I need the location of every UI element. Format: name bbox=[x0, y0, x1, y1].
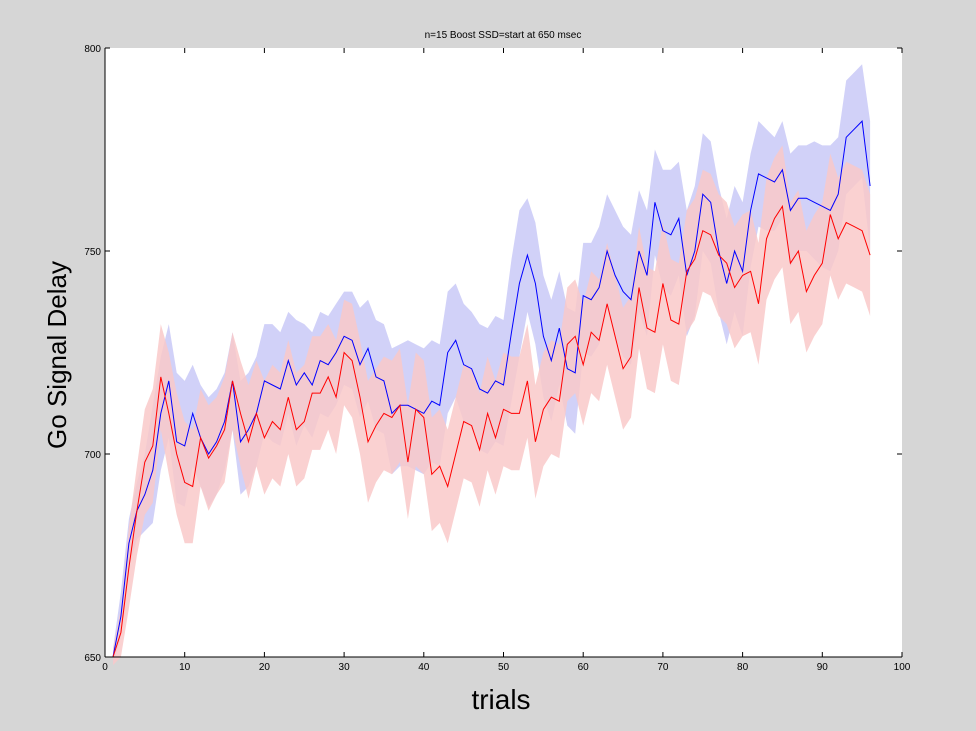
y-tick-label: 700 bbox=[84, 450, 101, 461]
y-tick-label: 650 bbox=[84, 653, 101, 664]
y-tick-label: 750 bbox=[84, 247, 101, 258]
x-tick-label: 20 bbox=[259, 662, 271, 673]
x-tick-label: 50 bbox=[498, 662, 510, 673]
x-tick-label: 10 bbox=[179, 662, 191, 673]
series-0-band bbox=[113, 64, 871, 666]
series-lines bbox=[112, 120, 871, 658]
x-tick-label: 100 bbox=[894, 662, 911, 673]
y-ticks: 650 700 750 800 bbox=[84, 44, 902, 664]
series-0-line bbox=[112, 120, 871, 658]
x-ticks: 0 10 20 30 40 50 60 70 80 90 100 bbox=[102, 48, 911, 673]
x-axis-label: trials bbox=[471, 684, 530, 715]
x-tick-label: 30 bbox=[339, 662, 351, 673]
x-tick-label: 80 bbox=[737, 662, 749, 673]
x-tick-label: 40 bbox=[418, 662, 430, 673]
confidence-bands bbox=[113, 64, 871, 666]
chart-title: n=15 Boost SSD=start at 650 msec bbox=[425, 30, 582, 41]
x-tick-label: 0 bbox=[102, 662, 108, 673]
series-1-band bbox=[113, 145, 871, 666]
x-tick-label: 70 bbox=[657, 662, 669, 673]
y-tick-label: 800 bbox=[84, 44, 101, 55]
x-tick-label: 90 bbox=[817, 662, 829, 673]
series-1-line bbox=[112, 204, 871, 658]
x-tick-label: 60 bbox=[578, 662, 590, 673]
y-axis-label: Go Signal Delay bbox=[42, 261, 72, 449]
